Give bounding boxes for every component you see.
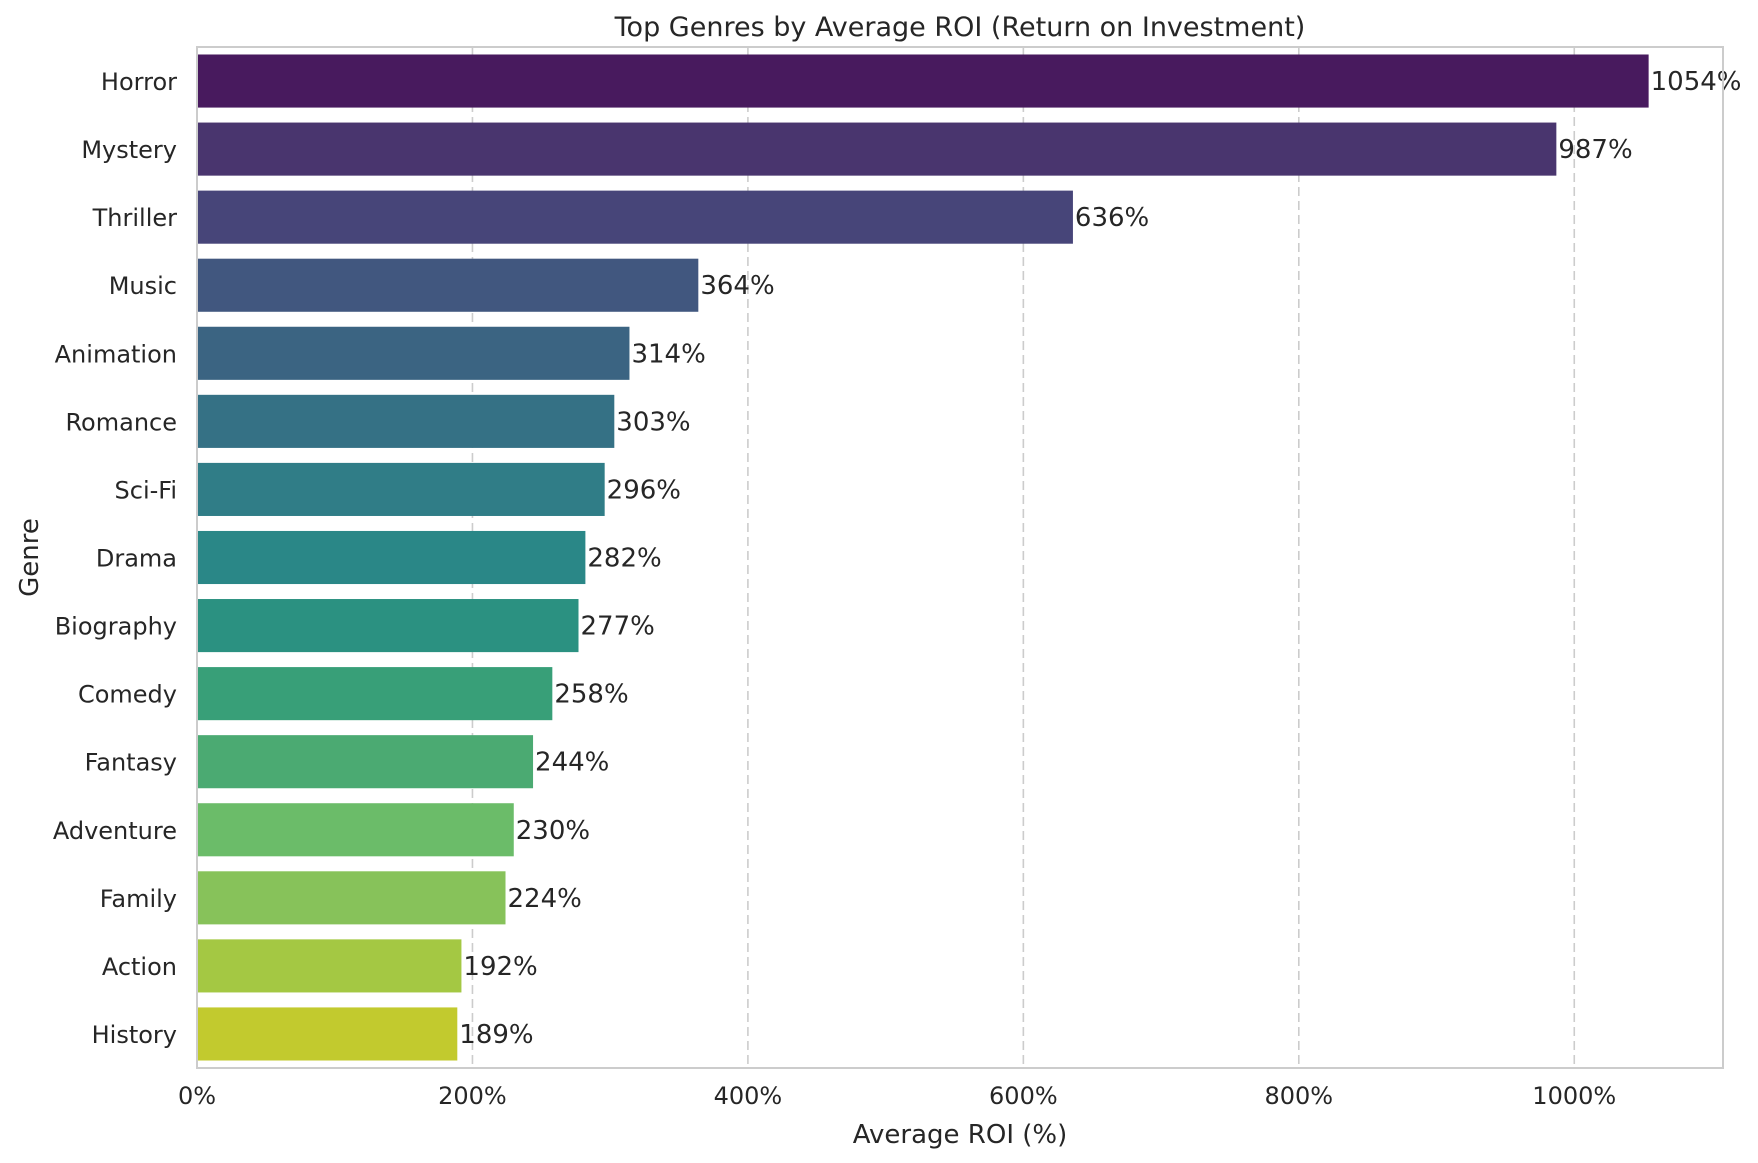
y-tick-label: Drama (96, 545, 177, 573)
bar-value-label: 258% (554, 680, 628, 710)
y-axis-title: Genre (15, 518, 45, 597)
bar-value-label: 364% (700, 271, 774, 301)
x-tick-label: 400% (714, 1082, 783, 1110)
x-axis-title: Average ROI (%) (853, 1120, 1068, 1150)
bar-mystery (197, 122, 1557, 176)
bar-comedy (197, 667, 553, 721)
chart-title: Top Genres by Average ROI (Return on Inv… (614, 12, 1306, 43)
bar-thriller (197, 190, 1073, 244)
bar-fantasy (197, 735, 534, 789)
x-tick-label: 800% (1264, 1082, 1333, 1110)
bar-horror (197, 54, 1649, 108)
bar-value-label: 224% (508, 884, 582, 914)
bar-value-label: 282% (587, 544, 661, 574)
y-tick-label: Biography (55, 613, 177, 641)
bar-biography (197, 599, 579, 653)
bar-value-label: 192% (463, 952, 537, 982)
y-tick-label: Adventure (53, 817, 177, 845)
bar-drama (197, 530, 586, 585)
bar-action (197, 939, 462, 993)
y-tick-label: Mystery (81, 136, 177, 164)
bar-value-label: 244% (535, 748, 609, 778)
bar-value-label: 987% (1558, 135, 1632, 165)
y-tick-label: Fantasy (85, 749, 177, 777)
y-tick-label: History (92, 1021, 177, 1049)
bar-value-label: 1054% (1651, 67, 1742, 97)
y-tick-label: Romance (65, 408, 177, 436)
x-tick-label: 1000% (1532, 1082, 1616, 1110)
x-tick-label: 200% (438, 1082, 507, 1110)
y-tick-label: Music (109, 272, 177, 300)
y-tick-label: Animation (55, 340, 177, 368)
y-tick-label: Thriller (92, 204, 178, 232)
bar-value-label: 303% (616, 407, 690, 437)
x-tick-label: 600% (989, 1082, 1058, 1110)
bar-sci-fi (197, 462, 605, 516)
y-tick-label: Comedy (78, 681, 177, 709)
bar-music (197, 258, 699, 312)
y-tick-label: Action (102, 953, 177, 981)
bar-animation (197, 326, 630, 380)
bar-value-label: 189% (459, 1020, 533, 1050)
bar-labels-group: 1054% 987% 636% 364% 314% 303% 296% 282% 277% 258… (459, 67, 1741, 1050)
bar-value-label: 230% (516, 816, 590, 846)
x-tick-label: 0% (178, 1082, 216, 1110)
bar-romance (197, 394, 615, 448)
bar-history (197, 1007, 458, 1061)
bar-family (197, 871, 506, 925)
bar-value-label: 314% (631, 339, 705, 369)
y-tick-labels: Horror Mystery Thriller Music Animation Roman… (53, 68, 177, 1049)
bar-value-label: 636% (1075, 203, 1149, 233)
bar-value-label: 296% (607, 475, 681, 505)
y-tick-label: Family (100, 885, 177, 913)
y-tick-label: Sci-Fi (115, 476, 177, 504)
x-tick-labels: 0% 200% 400% 600% 800% 1000% (178, 1082, 1616, 1110)
plot-frame (196, 46, 1724, 1069)
bar-value-label: 277% (581, 612, 655, 642)
bar-adventure (197, 803, 514, 857)
bars-group (197, 54, 1649, 1061)
y-tick-label: Horror (101, 68, 177, 96)
